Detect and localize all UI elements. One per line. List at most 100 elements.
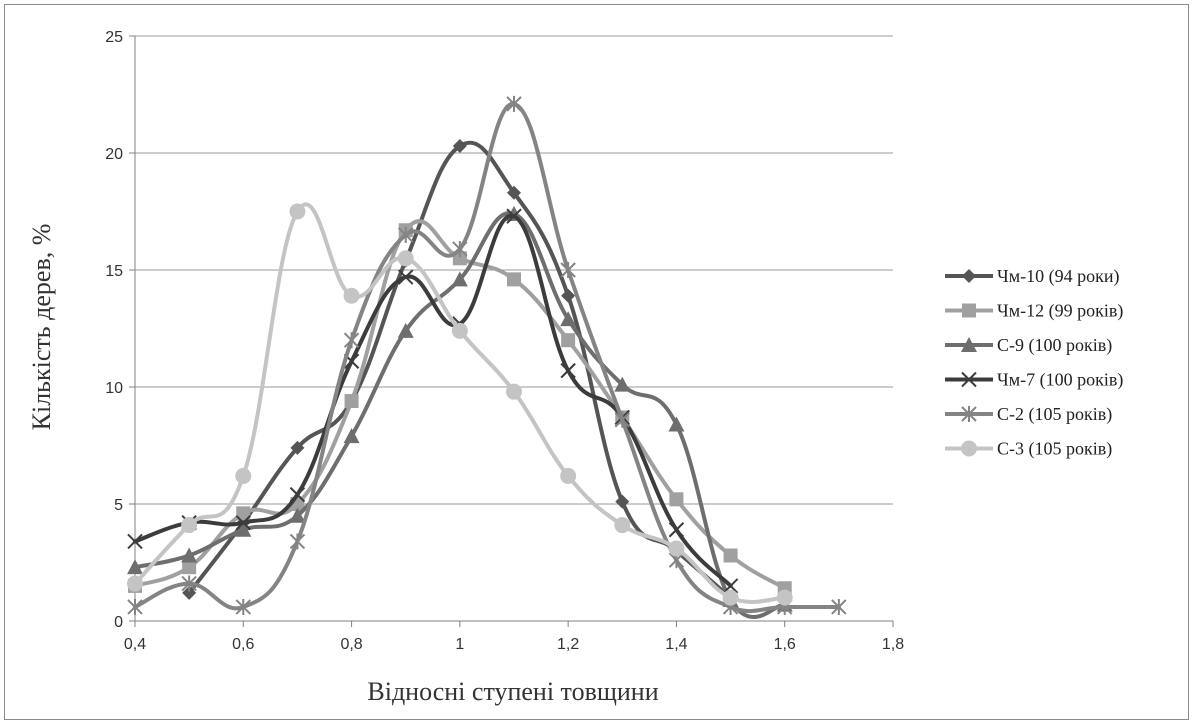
- x-tick-label: 0,8: [340, 636, 362, 653]
- legend-item: С-2 (105 років): [945, 404, 1112, 425]
- data-point: [506, 208, 522, 224]
- series-line: [133, 211, 787, 619]
- data-point: [614, 411, 630, 428]
- data-point: [182, 585, 197, 600]
- series-5: [127, 95, 847, 615]
- x-tick-label: 1,2: [557, 636, 579, 653]
- data-point: [235, 467, 252, 484]
- legend-item: Чм-10 (94 роки): [945, 266, 1119, 287]
- x-tick-label: 1: [455, 636, 464, 653]
- legend-marker: [962, 303, 976, 318]
- data-point: [343, 287, 360, 304]
- data-point: [561, 333, 576, 348]
- data-point: [289, 533, 306, 550]
- data-point: [776, 589, 793, 606]
- data-point: [668, 416, 685, 432]
- series-line: [187, 140, 733, 600]
- data-point: [560, 467, 577, 484]
- data-point: [398, 226, 414, 243]
- series-line: [133, 101, 841, 614]
- chart-frame: [4, 4, 1189, 720]
- data-point: [722, 578, 739, 594]
- data-point: [343, 332, 360, 349]
- legend-label: С-3 (105 років): [997, 439, 1112, 460]
- data-point: [343, 428, 360, 444]
- data-point: [289, 486, 306, 503]
- data-point: [506, 95, 522, 112]
- data-point: [236, 506, 251, 521]
- data-point: [669, 492, 684, 507]
- x-tick-label: 0,4: [124, 636, 146, 653]
- x-tick-label: 1,6: [774, 636, 796, 653]
- legend-label: С-9 (100 років): [997, 335, 1112, 356]
- data-point: [127, 598, 143, 615]
- series-line: [133, 219, 787, 591]
- data-point: [235, 521, 252, 537]
- x-axis-title: Відносні ступені товщини: [367, 677, 658, 706]
- data-point: [452, 138, 467, 153]
- series-6: [127, 202, 793, 606]
- legend-marker: [962, 269, 976, 283]
- y-tick-label: 0: [114, 614, 123, 631]
- legend-item: Чм-7 (100 років): [945, 370, 1123, 391]
- y-tick-label: 15: [105, 263, 123, 280]
- data-point: [722, 589, 739, 606]
- y-tick-label: 10: [105, 380, 123, 397]
- data-point: [560, 362, 576, 379]
- data-point: [290, 440, 305, 455]
- data-point: [127, 559, 143, 575]
- data-point: [507, 185, 521, 200]
- y-axis-title: Кількість дерев, %: [27, 224, 56, 431]
- legend-label: С-2 (105 років): [997, 404, 1112, 425]
- series-3: [127, 205, 793, 619]
- data-point: [560, 311, 577, 327]
- x-tick-label: 0,6: [232, 636, 254, 653]
- data-point: [289, 507, 306, 523]
- legend-marker: [961, 371, 977, 388]
- data-point: [235, 515, 251, 531]
- data-point: [614, 376, 631, 392]
- legend-marker: [961, 337, 977, 352]
- data-point: [127, 533, 143, 550]
- legend: Чм-10 (94 роки) Чм-12 (99 років) С-9 (100 …: [945, 266, 1123, 460]
- y-tick-labels: 0 5 10 15 20 25: [105, 29, 123, 631]
- data-point: [181, 575, 197, 592]
- legend-marker: [961, 406, 977, 422]
- data-point: [614, 517, 631, 534]
- y-tick-label: 20: [105, 146, 123, 163]
- data-point: [397, 250, 414, 267]
- data-point: [181, 517, 198, 534]
- data-point: [182, 560, 197, 575]
- data-point: [451, 322, 468, 339]
- data-point: [344, 394, 359, 409]
- data-point: [181, 547, 198, 563]
- x-tick-labels: 0,4 0,6 0,8 1 1,2 1,4 1,6 1,8: [124, 636, 904, 653]
- data-point: [398, 269, 414, 285]
- data-point: [506, 383, 522, 400]
- x-tick-label: 1,8: [882, 636, 904, 653]
- data-point: [615, 494, 630, 509]
- axes: [129, 35, 894, 627]
- data-point: [831, 598, 847, 615]
- legend-label: Чм-10 (94 роки): [997, 266, 1119, 287]
- data-point: [452, 240, 468, 257]
- data-point: [668, 540, 685, 557]
- data-point: [289, 203, 306, 220]
- data-point: [668, 522, 685, 538]
- legend-marker: [961, 440, 977, 457]
- x-tick-label: 1,4: [665, 636, 687, 653]
- data-point: [561, 288, 576, 303]
- legend-item: С-3 (105 років): [945, 439, 1112, 460]
- legend-item: Чм-12 (99 років): [945, 301, 1123, 322]
- data-point: [560, 262, 576, 278]
- data-point: [723, 548, 738, 563]
- series-group: [127, 95, 847, 619]
- data-point: [507, 272, 521, 287]
- data-point: [451, 271, 468, 287]
- y-tick-label: 25: [105, 29, 123, 46]
- data-point: [397, 322, 414, 338]
- legend-item: С-9 (100 років): [945, 335, 1112, 356]
- data-point: [235, 598, 251, 615]
- legend-label: Чм-7 (100 років): [997, 370, 1123, 391]
